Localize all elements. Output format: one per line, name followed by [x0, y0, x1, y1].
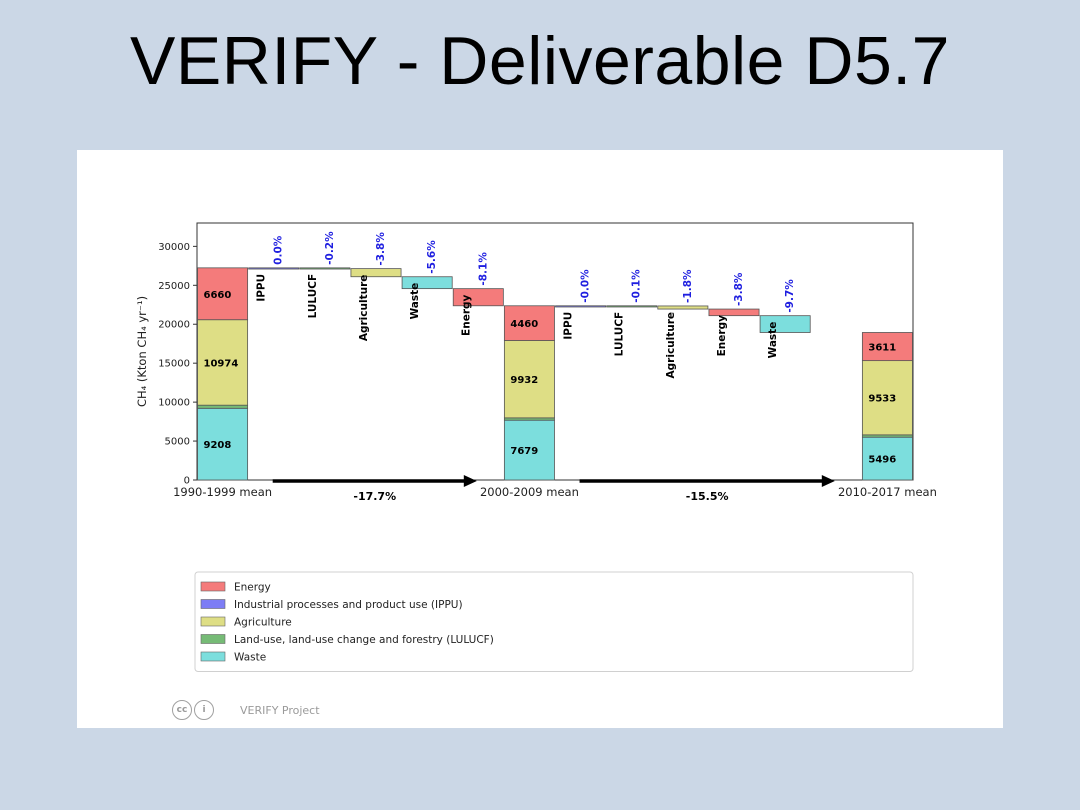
bar-energy [503, 305, 555, 341]
step-sector-label: IPPU [256, 274, 268, 302]
data-label-waste: 9208 [204, 440, 232, 451]
legend-swatch-energy [200, 581, 226, 592]
bar-agriculture [503, 340, 555, 419]
legend-swatch-lulucf [200, 634, 226, 644]
legend-label-energy: Energy [234, 582, 271, 594]
y-tick-label: 10000 [158, 398, 190, 409]
step-bar-ippu [555, 305, 607, 308]
period-change-label: -15.5% [686, 490, 729, 503]
step-sector-label: IPPU [563, 312, 575, 340]
step-percent-label: -0.0% [580, 269, 592, 303]
step-sector-label: LULUCF [614, 312, 626, 357]
bar-agriculture [197, 319, 249, 406]
y-tick-label: 25000 [158, 281, 190, 292]
y-tick-label: 30000 [158, 242, 190, 253]
cc-icon: cc [172, 700, 192, 720]
step-bar-agriculture [350, 268, 402, 278]
step-bar-agriculture [657, 305, 709, 310]
data-label-agriculture: 10974 [204, 358, 239, 369]
by-attribution-icon: i [194, 700, 214, 720]
step-sector-label: Energy [716, 315, 728, 356]
step-percent-label: -5.6% [426, 240, 438, 274]
y-tick-label: 15000 [158, 359, 190, 370]
x-tick-label: 1990-1999 mean [173, 485, 272, 499]
data-label-agriculture: 9533 [868, 394, 896, 405]
period-change-arrowhead [463, 475, 477, 487]
y-tick-label: 5000 [165, 437, 190, 448]
legend-label-waste: Waste [234, 652, 266, 664]
step-bar-lulucf [299, 267, 351, 270]
step-bar-ippu [248, 267, 300, 270]
step-bar-energy [708, 308, 760, 317]
legend-label-lulucf: Land-use, land-use change and forestry (… [234, 634, 494, 646]
step-bar-energy [452, 288, 504, 307]
y-tick-label: 20000 [158, 320, 190, 331]
bar-lulucf [197, 404, 249, 409]
data-label-waste: 5496 [868, 455, 896, 466]
bar-energy [197, 267, 249, 321]
legend-box [194, 571, 914, 672]
y-axis-label: CH₄ (Kton CH₄ yr⁻¹) [135, 296, 149, 407]
step-percent-label: -3.8% [733, 272, 745, 306]
step-percent-label: -3.8% [375, 232, 387, 266]
slide-title: VERIFY - Deliverable D5.7 [130, 23, 950, 99]
step-percent-label: -9.7% [784, 279, 796, 313]
step-percent-label: -0.1% [631, 269, 643, 303]
step-sector-label: Agriculture [665, 312, 677, 379]
step-percent-label: -1.8% [682, 269, 694, 303]
data-label-energy: 6660 [204, 290, 232, 301]
data-label-energy: 4460 [510, 319, 538, 330]
plot-frame [196, 222, 914, 481]
legend-swatch-waste [200, 651, 226, 662]
step-bar-waste [759, 315, 811, 333]
step-bar-waste [401, 276, 453, 290]
cc-license-badge: cc i [172, 700, 214, 720]
x-tick-label: 2010-2017 mean [838, 485, 937, 499]
footer-project-name: VERIFY Project [240, 703, 320, 717]
footer: cc i VERIFY Project [172, 695, 320, 725]
data-label-waste: 7679 [510, 446, 538, 457]
period-change-arrowhead [821, 475, 835, 487]
y-tick-label: 0 [184, 476, 190, 487]
bar-waste [503, 419, 555, 481]
waterfall-chart: 0 5000 10000 15000 20000 25000 30000 CH₄ (Kton … [135, 222, 937, 672]
x-tick-label: 2000-2009 mean [480, 485, 579, 499]
step-sector-label: LULUCF [307, 274, 319, 319]
step-bar-lulucf [606, 305, 658, 308]
bar-energy [861, 332, 913, 362]
step-sector-label: Waste [409, 283, 421, 320]
step-percent-label: 0.0% [273, 235, 285, 265]
step-percent-label: -0.2% [324, 231, 336, 265]
legend-label-ippu: Industrial processes and product use (IP… [234, 599, 463, 611]
figure-card: 0 5000 10000 15000 20000 25000 30000 CH₄ (Kton … [77, 150, 1003, 728]
step-sector-label: Energy [460, 294, 472, 335]
legend-label-agriculture: Agriculture [234, 617, 292, 629]
data-label-energy: 3611 [868, 343, 896, 354]
period-change-label: -17.7% [353, 490, 396, 503]
legend-swatch-agriculture [200, 616, 226, 627]
step-percent-label: -8.1% [477, 252, 489, 286]
step-sector-label: Agriculture [358, 275, 370, 342]
data-label-agriculture: 9932 [510, 375, 538, 386]
step-sector-label: Waste [767, 322, 779, 359]
legend-swatch-ippu [200, 599, 226, 609]
